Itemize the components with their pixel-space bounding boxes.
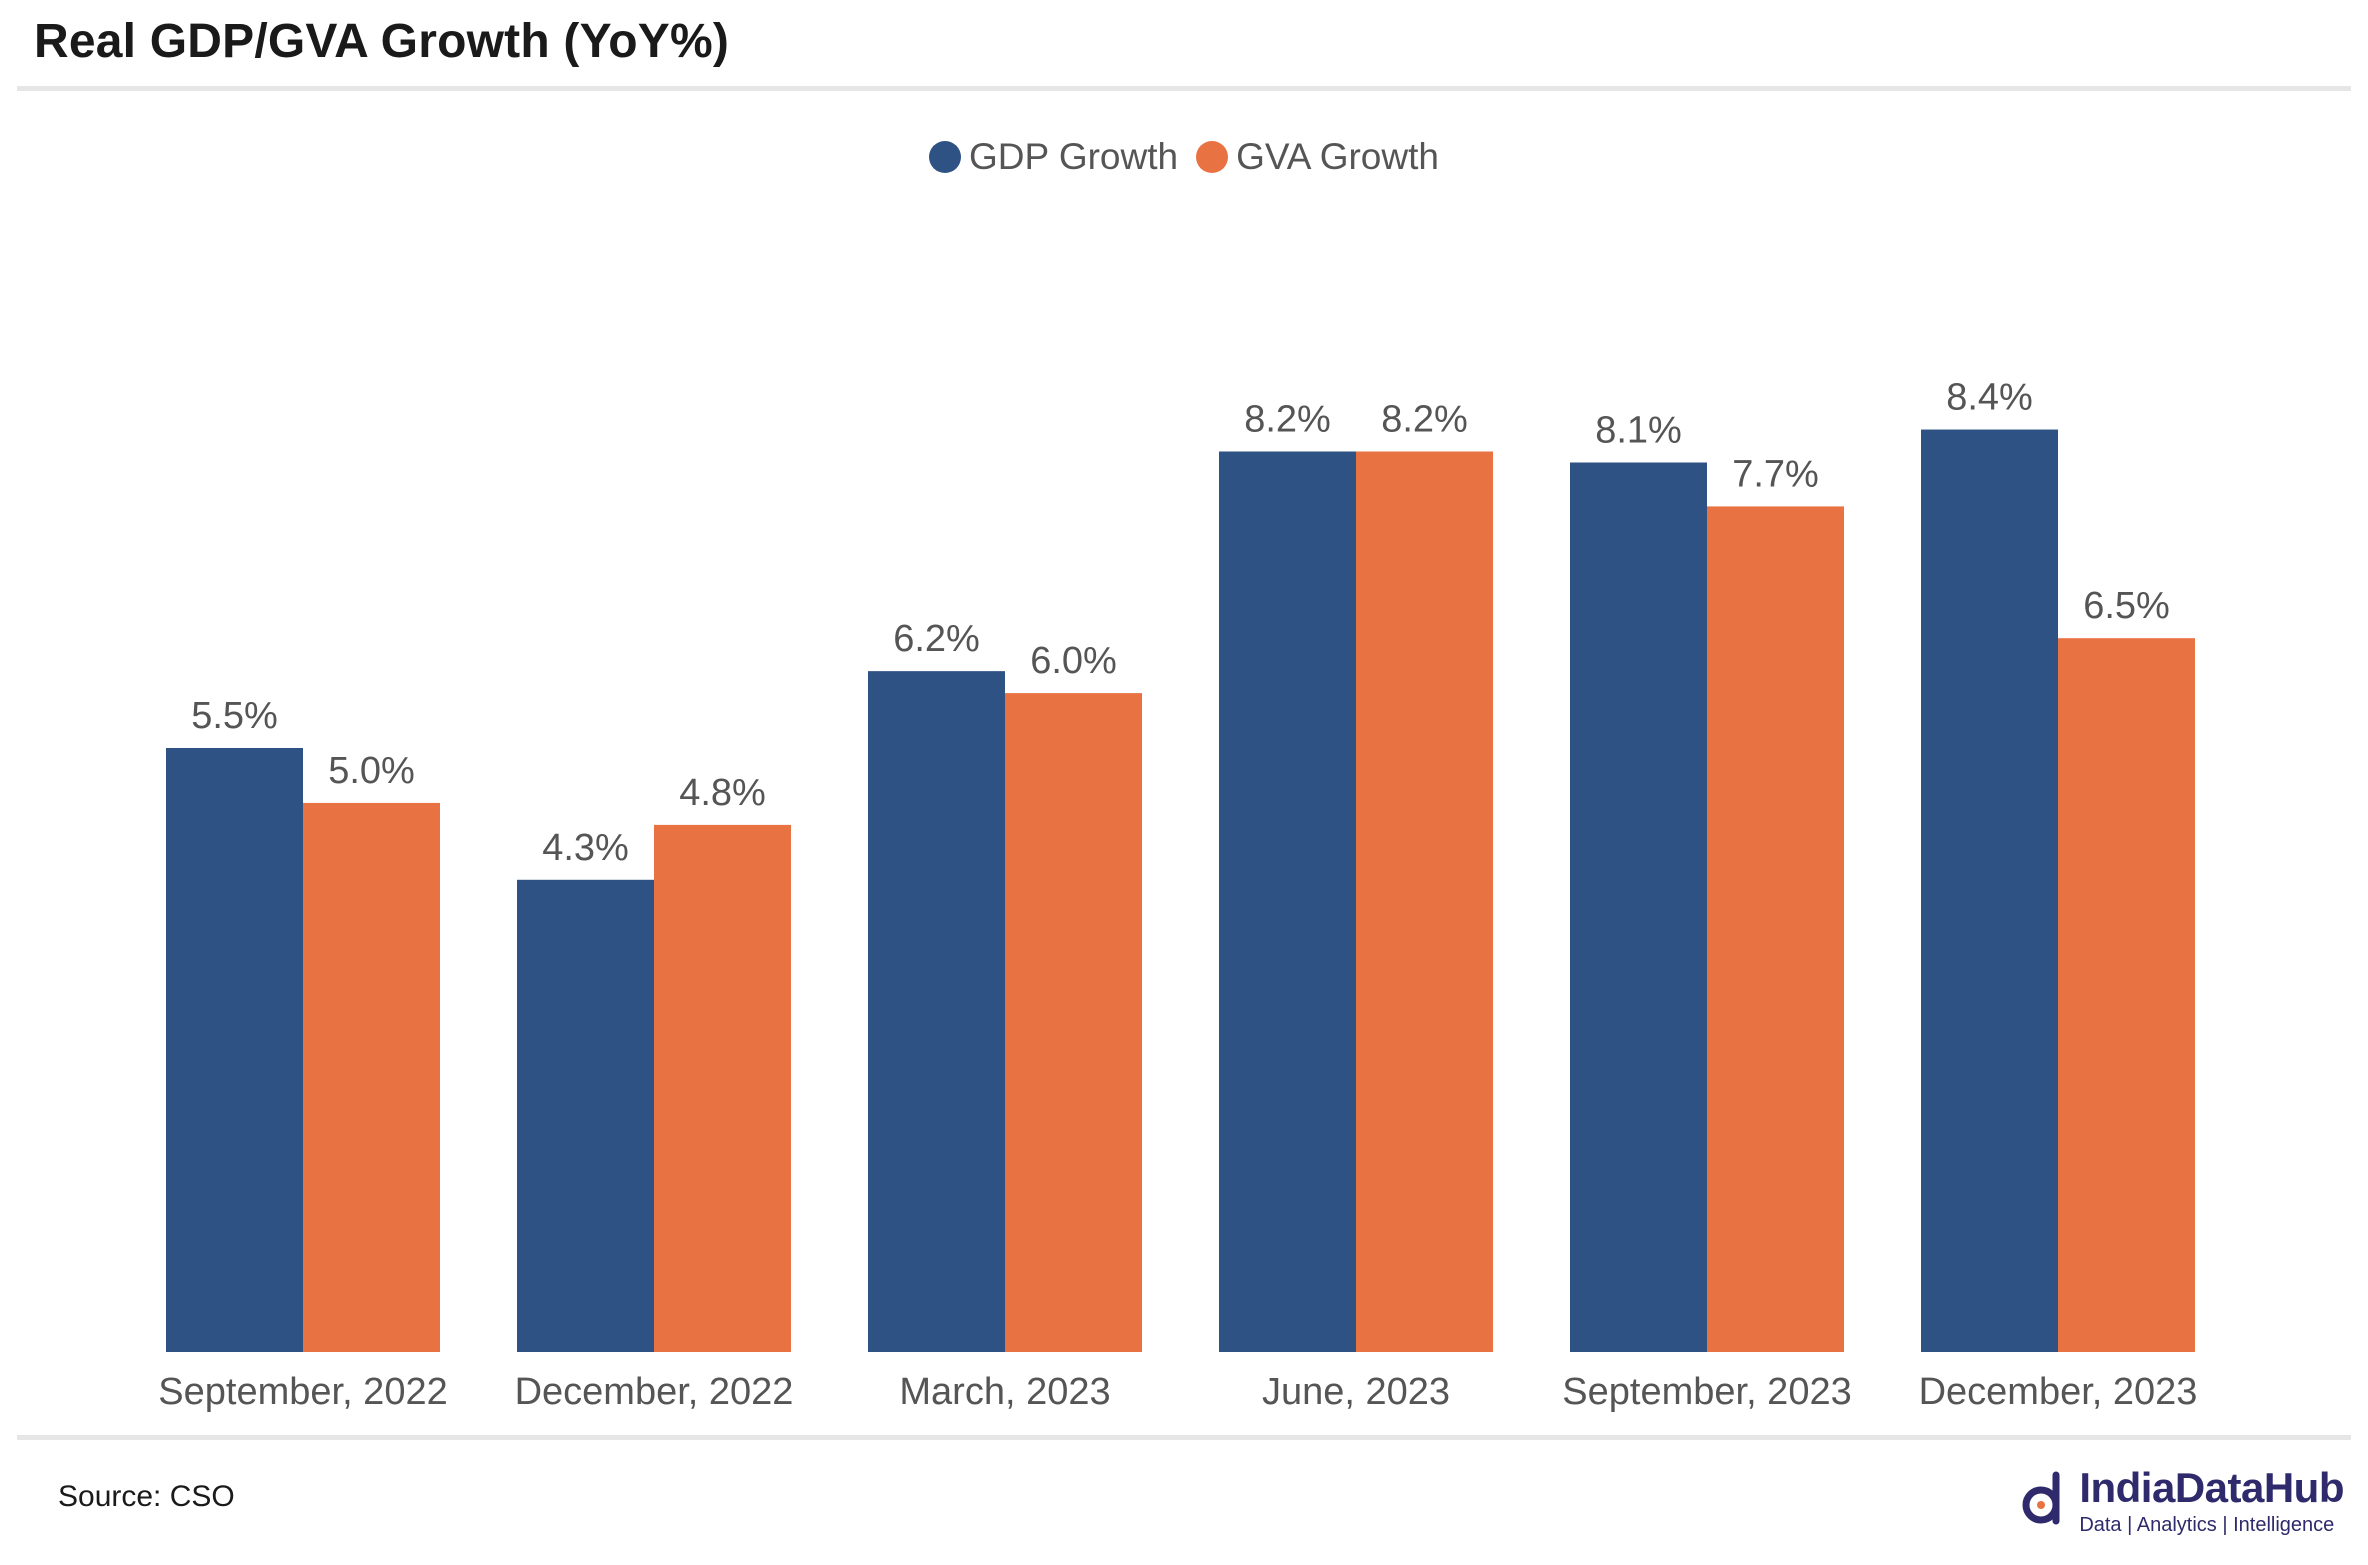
bar-gdp-growth-september-2022 <box>166 748 303 1352</box>
data-label-gdp-growth-december-2023: 8.4% <box>1946 377 2033 419</box>
data-label-gva-growth-june-2023: 8.2% <box>1381 399 1468 441</box>
category-label-december-2022: December, 2022 <box>515 1371 794 1413</box>
source-note: Source: CSO <box>58 1480 235 1513</box>
bars-group <box>166 429 2195 1353</box>
data-label-gva-growth-march-2023: 6.0% <box>1030 640 1117 682</box>
logo-tagline: Data | Analytics | Intelligence <box>2079 1514 2335 1537</box>
data-label-gva-growth-december-2022: 4.8% <box>679 772 766 814</box>
legend-swatch-gdp <box>929 141 962 173</box>
category-label-june-2023: June, 2023 <box>1262 1371 1450 1413</box>
data-label-gva-growth-september-2022: 5.0% <box>328 750 415 792</box>
category-label-september-2023: September, 2023 <box>1562 1371 1851 1413</box>
bar-gdp-growth-december-2023 <box>1921 429 2058 1353</box>
category-label-december-2023: December, 2023 <box>1919 1371 2198 1413</box>
legend-label-gdp: GDP Growth <box>969 136 1179 177</box>
bar-gva-growth-september-2022 <box>303 802 440 1352</box>
data-label-gdp-growth-december-2022: 4.3% <box>542 827 629 869</box>
logo-name: IndiaDataHub <box>2079 1464 2344 1511</box>
bar-gdp-growth-march-2023 <box>868 671 1005 1352</box>
category-label-september-2022: September, 2022 <box>158 1371 447 1413</box>
bar-gva-growth-december-2022 <box>654 824 791 1352</box>
category-label-march-2023: March, 2023 <box>899 1371 1110 1413</box>
category-labels-group: September, 2022 December, 2022 March, 2023… <box>158 1371 2197 1413</box>
bar-chart: 5.5% 5.0% 4.3% 4.8% 6.2% 6.0% 8.2% 8.2% 8.1% 7.7%… <box>158 377 2197 1413</box>
top-divider <box>17 86 2351 91</box>
data-label-gva-growth-september-2023: 7.7% <box>1732 453 1819 495</box>
bar-gva-growth-september-2023 <box>1707 506 1844 1352</box>
legend-item-gdp: GDP Growth <box>929 136 1178 178</box>
data-label-gdp-growth-september-2022: 5.5% <box>191 695 278 737</box>
data-label-gdp-growth-june-2023: 8.2% <box>1244 399 1331 441</box>
data-label-gdp-growth-september-2023: 8.1% <box>1595 409 1682 451</box>
legend-label-gva: GVA Growth <box>1236 136 1439 177</box>
bar-gdp-growth-september-2023 <box>1570 462 1707 1353</box>
bar-gva-growth-march-2023 <box>1005 693 1142 1352</box>
chart-title: Real GDP/GVA Growth (YoY%) <box>34 15 730 68</box>
legend-swatch-gva <box>1196 141 1229 173</box>
legend-item-gva: GVA Growth <box>1196 136 1439 178</box>
data-labels-group: 5.5% 5.0% 4.3% 4.8% 6.2% 6.0% 8.2% 8.2% 8.1% 7.7%… <box>191 377 2170 869</box>
legend: GDP Growth GVA Growth <box>0 136 2368 178</box>
bottom-divider <box>17 1435 2351 1440</box>
bar-gdp-growth-december-2022 <box>517 879 654 1352</box>
bar-gdp-growth-june-2023 <box>1219 451 1356 1352</box>
data-label-gdp-growth-march-2023: 6.2% <box>893 618 980 660</box>
data-label-gva-growth-december-2023: 6.5% <box>2083 585 2170 627</box>
logo-mark-icon <box>2022 1471 2060 1525</box>
brand-logo: IndiaDataHub Data | Analytics | Intellig… <box>2019 1464 2344 1537</box>
bar-gva-growth-december-2023 <box>2058 638 2195 1352</box>
bar-gva-growth-june-2023 <box>1356 451 1493 1352</box>
